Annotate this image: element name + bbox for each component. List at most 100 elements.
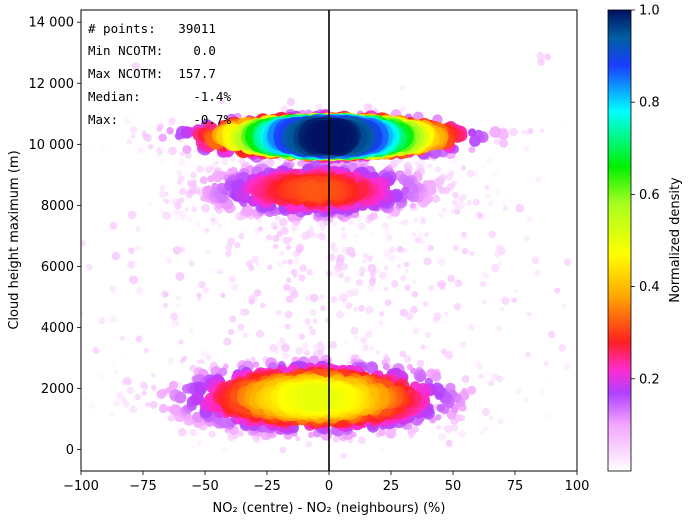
scatter-point bbox=[178, 160, 185, 167]
scatter-point bbox=[383, 286, 389, 292]
scatter-point bbox=[488, 415, 494, 421]
scatter-point bbox=[453, 303, 462, 311]
scatter-point bbox=[210, 217, 216, 223]
scatter-point bbox=[218, 367, 228, 377]
scatter-point bbox=[144, 402, 150, 407]
scatter-point bbox=[143, 133, 152, 142]
scatter-point bbox=[517, 199, 522, 204]
scatter-point bbox=[428, 284, 435, 292]
scatter-point bbox=[389, 248, 394, 254]
scatter-point bbox=[226, 237, 235, 246]
scatter-point bbox=[190, 188, 196, 195]
scatter-point bbox=[401, 186, 410, 195]
scatter-point bbox=[151, 384, 157, 391]
scatter-point bbox=[290, 268, 298, 276]
scatter-point bbox=[221, 446, 227, 452]
scatter-point bbox=[295, 435, 301, 442]
scatter-point bbox=[525, 351, 532, 358]
scatter-point bbox=[301, 231, 310, 240]
scatter-point bbox=[404, 164, 410, 170]
scatter-point bbox=[563, 258, 572, 266]
scatter-point bbox=[179, 151, 185, 157]
scatter-point bbox=[143, 347, 149, 353]
scatter-point bbox=[444, 424, 453, 434]
scatter-point bbox=[399, 350, 407, 358]
scatter-point bbox=[480, 163, 486, 169]
scatter-point bbox=[303, 349, 311, 357]
scatter-point bbox=[128, 247, 135, 254]
scatter-point bbox=[274, 215, 281, 222]
scatter-point bbox=[313, 345, 318, 350]
scatter-point bbox=[476, 363, 483, 370]
y-tick-label: 6000 bbox=[41, 260, 74, 275]
scatter-point bbox=[438, 226, 443, 231]
scatter-point bbox=[81, 239, 87, 247]
scatter-point bbox=[454, 209, 461, 215]
scatter-point bbox=[290, 290, 299, 299]
scatter-point bbox=[362, 344, 369, 351]
scatter-point bbox=[431, 194, 440, 203]
scatter-point bbox=[85, 263, 93, 271]
scatter-point bbox=[452, 191, 459, 199]
scatter-point bbox=[172, 246, 182, 255]
scatter-point bbox=[436, 403, 446, 413]
scatter-point bbox=[176, 303, 181, 309]
scatter-point bbox=[228, 275, 237, 284]
scatter-point bbox=[378, 311, 385, 317]
scatter-point bbox=[427, 163, 432, 169]
scatter-point bbox=[458, 430, 466, 438]
scatter-point bbox=[305, 441, 312, 448]
scatter-point bbox=[353, 238, 359, 245]
scatter-point bbox=[481, 407, 490, 417]
scatter-point bbox=[279, 250, 285, 256]
scatter-point bbox=[205, 354, 212, 361]
scatter-point bbox=[378, 320, 384, 326]
scatter-point bbox=[495, 325, 502, 332]
scatter-point bbox=[199, 359, 205, 365]
scatter-point bbox=[313, 232, 320, 239]
scatter-point bbox=[286, 97, 296, 107]
scatter-point bbox=[307, 324, 314, 331]
scatter-point bbox=[191, 182, 197, 189]
x-tick-label: −25 bbox=[253, 479, 280, 494]
scatter-point bbox=[109, 221, 118, 230]
scatter-point bbox=[496, 375, 504, 383]
scatter-point bbox=[258, 226, 264, 232]
scatter-point bbox=[109, 285, 117, 293]
colorbar-tick-label: 0.2 bbox=[639, 372, 660, 387]
scatter-point bbox=[434, 166, 442, 173]
scatter-point bbox=[450, 424, 459, 432]
scatter-point bbox=[340, 452, 347, 460]
scatter-point bbox=[379, 447, 385, 453]
scatter-point bbox=[272, 225, 278, 231]
scatter-point bbox=[344, 275, 351, 283]
scatter-point bbox=[176, 179, 182, 185]
scatter-point bbox=[237, 430, 244, 437]
scatter-point bbox=[383, 265, 389, 271]
scatter-point bbox=[320, 305, 326, 312]
scatter-point bbox=[267, 264, 273, 270]
scatter-point bbox=[402, 176, 415, 189]
scatter-point bbox=[438, 433, 446, 441]
scatter-point bbox=[396, 245, 404, 253]
scatter-point bbox=[383, 249, 391, 257]
stats-line-max-ncotm: Max NCOTM: 157.7 bbox=[88, 66, 216, 81]
scatter-point bbox=[466, 169, 475, 178]
scatter-point bbox=[237, 323, 245, 331]
scatter-point bbox=[468, 146, 476, 154]
scatter-point bbox=[260, 302, 266, 308]
colorbar-label: Normalized density bbox=[668, 177, 683, 303]
scatter-point bbox=[521, 129, 526, 135]
scatter-point bbox=[457, 201, 466, 209]
scatter-point bbox=[469, 250, 475, 257]
scatter-point bbox=[500, 200, 508, 207]
scatter-point bbox=[526, 216, 533, 222]
y-tick-label: 2000 bbox=[41, 382, 74, 397]
scatter-point bbox=[543, 375, 549, 380]
scatter-point bbox=[537, 58, 545, 66]
scatter-point bbox=[438, 212, 443, 218]
scatter-point bbox=[174, 201, 182, 210]
scatter-point bbox=[379, 271, 387, 280]
scatter-point bbox=[388, 254, 396, 262]
scatter-point bbox=[497, 418, 504, 425]
